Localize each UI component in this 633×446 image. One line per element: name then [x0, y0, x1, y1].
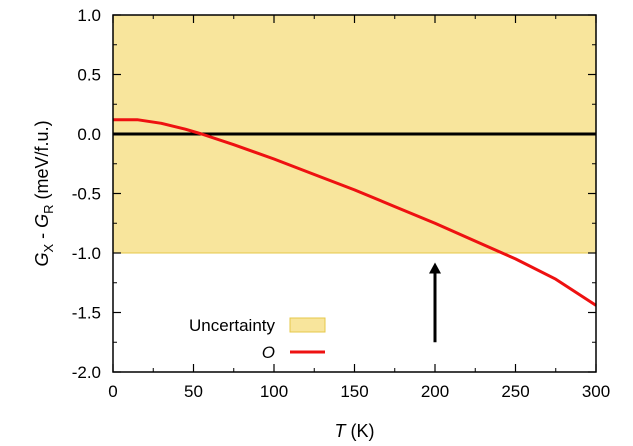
y-tick-label: -1.0	[72, 244, 101, 263]
plot-area	[112, 14, 597, 373]
y-axis-label-mid: -	[32, 228, 52, 244]
y-tick-label: -2.0	[72, 363, 101, 382]
x-axis-label-symbol: T	[335, 421, 348, 441]
legend-swatch-band	[289, 317, 326, 333]
legend-label-0: Uncertainty	[189, 316, 275, 335]
axis-ticks: 0 50 100 150 200 250 300 1.0 0.5 0.0 -0.5 -1.0 -1.5 -…	[72, 6, 610, 401]
x-tick-label: 100	[260, 382, 288, 401]
y-axis-label-g1: G	[32, 253, 52, 267]
y-tick-label: 0.0	[77, 125, 101, 144]
axis-labels: T (K) GX - GR (meV/f.u.)	[32, 120, 375, 441]
legend-label-1: O	[262, 343, 275, 362]
y-tick-label: 0.5	[77, 66, 101, 85]
x-tick-label: 300	[582, 382, 610, 401]
x-tick-label: 50	[184, 382, 203, 401]
y-tick-label: -1.5	[72, 304, 101, 323]
x-axis-label: T (K)	[335, 421, 375, 441]
y-axis-label-sub2: R	[41, 204, 56, 213]
series-line-0	[113, 118, 597, 307]
legend: Uncertainty O	[189, 316, 326, 362]
x-axis-label-unit: (K)	[346, 421, 375, 441]
x-tick-label: 200	[421, 382, 449, 401]
y-axis-label-unit: (meV/f.u.)	[32, 120, 52, 204]
x-tick-label: 250	[501, 382, 529, 401]
y-axis-label: GX - GR (meV/f.u.)	[32, 120, 56, 266]
y-axis-label-g2: G	[32, 214, 52, 228]
y-tick-label: 1.0	[77, 6, 101, 25]
y-axis-label-sub1: X	[41, 244, 56, 253]
x-tick-label: 150	[340, 382, 368, 401]
x-tick-label: 0	[108, 382, 117, 401]
y-tick-label: -0.5	[72, 185, 101, 204]
arrow-head	[429, 262, 441, 274]
